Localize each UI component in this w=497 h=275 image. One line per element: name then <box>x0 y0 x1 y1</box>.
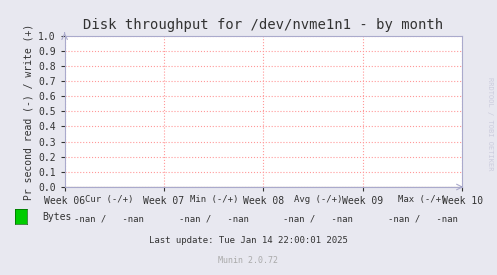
Text: -nan /   -nan: -nan / -nan <box>179 214 248 223</box>
Text: -nan /   -nan: -nan / -nan <box>75 214 144 223</box>
Text: Munin 2.0.72: Munin 2.0.72 <box>219 256 278 265</box>
Text: -nan /   -nan: -nan / -nan <box>388 214 457 223</box>
Text: Bytes: Bytes <box>42 212 72 222</box>
Text: -nan /   -nan: -nan / -nan <box>283 214 353 223</box>
Text: Max (-/+): Max (-/+) <box>398 195 447 204</box>
Text: Last update: Tue Jan 14 22:00:01 2025: Last update: Tue Jan 14 22:00:01 2025 <box>149 236 348 245</box>
Text: Cur (-/+): Cur (-/+) <box>85 195 134 204</box>
Text: RRDTOOL / TOBI OETIKER: RRDTOOL / TOBI OETIKER <box>487 77 493 170</box>
Y-axis label: Pr second read (-) / write (+): Pr second read (-) / write (+) <box>24 23 34 199</box>
Text: Avg (-/+): Avg (-/+) <box>294 195 342 204</box>
Title: Disk throughput for /dev/nvme1n1 - by month: Disk throughput for /dev/nvme1n1 - by mo… <box>83 18 443 32</box>
Text: Min (-/+): Min (-/+) <box>189 195 238 204</box>
